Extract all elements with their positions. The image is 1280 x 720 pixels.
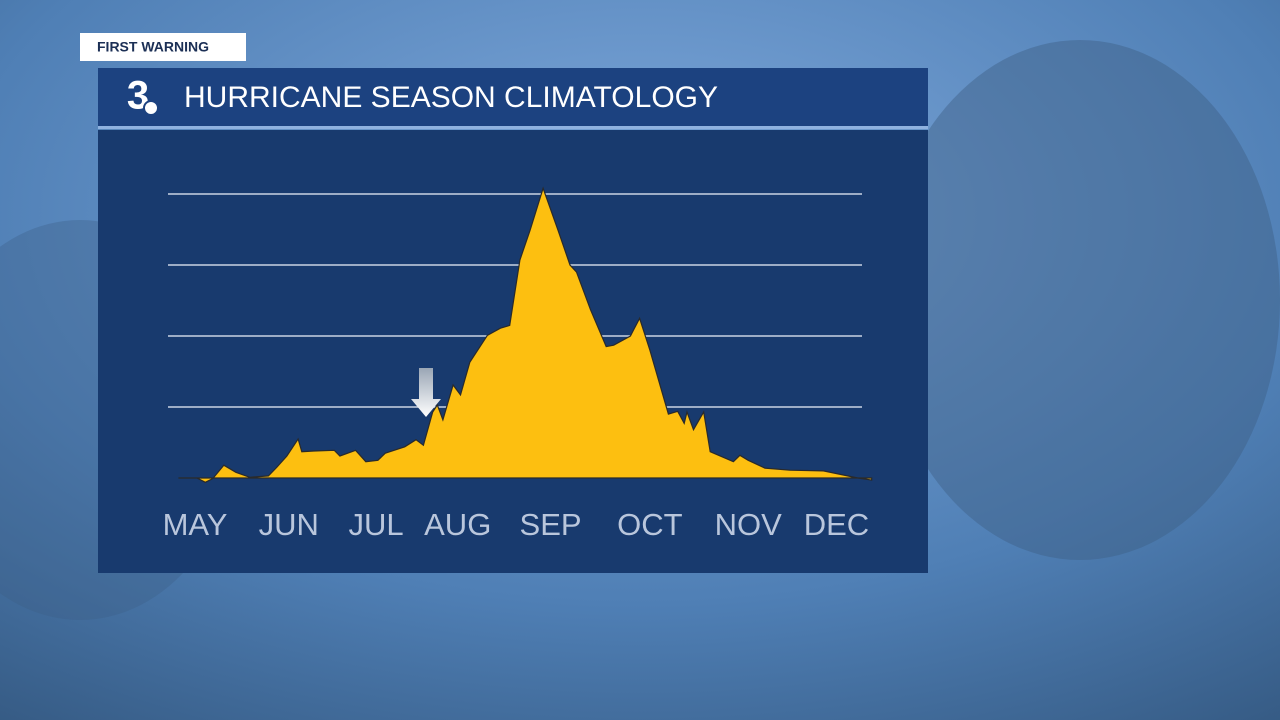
x-tick-label: OCT [617, 507, 683, 542]
badge-box [80, 33, 246, 61]
x-tick-label: MAY [163, 507, 228, 542]
title-rule [98, 126, 928, 129]
arrow-annotation [411, 368, 441, 417]
tree-shadow [880, 40, 1280, 560]
logo-eye [143, 100, 159, 116]
x-tick-label: JUL [348, 507, 403, 542]
x-tick-label: JUN [259, 507, 319, 542]
x-tick-label: DEC [804, 507, 869, 542]
x-tick-label: SEP [520, 507, 582, 542]
area [178, 186, 873, 483]
title-bar [98, 68, 928, 126]
chart-title: HURRICANE SEASON CLIMATOLOGY [184, 81, 718, 114]
x-tick-label: AUG [424, 507, 491, 542]
x-tick-label: NOV [715, 507, 783, 542]
badge: FIRST WARNING [97, 39, 209, 55]
